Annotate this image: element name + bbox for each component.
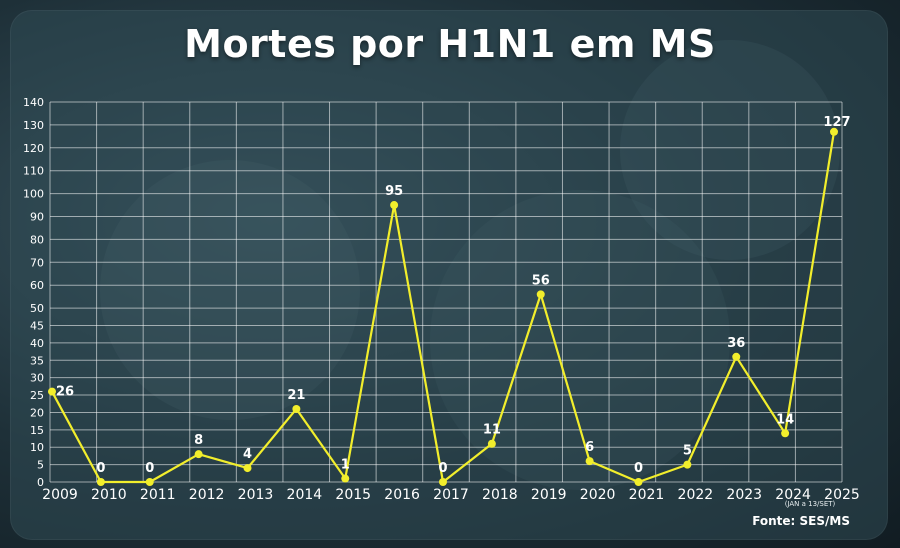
data-point: [243, 464, 252, 473]
x-tick-label: 2010: [91, 487, 127, 503]
x-axis-ticks: 2009 2010 2011 2012 2013 2014 2015 2016 2017 2018…: [42, 487, 860, 503]
x-tick-label: 2012: [189, 487, 225, 503]
x-axis-note: (JAN a 13/SET): [784, 500, 836, 508]
data-label: 0: [634, 461, 643, 476]
x-tick-label: 2009: [42, 487, 78, 503]
y-tick-label: 50: [30, 302, 44, 315]
data-label: 21: [287, 388, 305, 403]
x-tick-label: 2024: [775, 487, 811, 503]
x-tick-label: 2018: [482, 487, 518, 503]
data-point: [732, 352, 741, 361]
data-point: [194, 450, 203, 459]
y-tick-label: 80: [30, 233, 44, 246]
data-label: 0: [145, 461, 154, 476]
data-label: 26: [56, 385, 74, 400]
x-tick-label: 2014: [287, 487, 323, 503]
y-axis-ticks: 0 5 10 15 20 25 30 35 40 45 50 60 70 80 90 100 110 120 130…: [23, 96, 44, 489]
data-point: [390, 201, 399, 210]
data-label: 1: [341, 458, 350, 473]
x-tick-label: 2023: [726, 487, 762, 503]
y-tick-label: 0: [37, 476, 44, 489]
x-tick-label: 2019: [531, 487, 567, 503]
y-tick-label: 90: [30, 211, 44, 224]
data-point: [830, 127, 838, 136]
y-tick-label: 10: [30, 441, 44, 454]
x-tick-label: 2016: [384, 487, 420, 503]
data-label: 4: [243, 447, 252, 462]
y-tick-label: 45: [30, 319, 44, 332]
x-tick-label: 2013: [238, 487, 274, 503]
data-label: 36: [727, 336, 745, 351]
data-point: [536, 290, 545, 299]
data-point: [683, 460, 692, 469]
data-label: 56: [532, 273, 550, 288]
y-tick-label: 60: [30, 279, 44, 292]
y-tick-label: 5: [37, 459, 44, 472]
x-tick-label: 2022: [678, 487, 714, 503]
data-point: [145, 478, 154, 486]
data-point: [96, 478, 105, 486]
grid: [49, 101, 843, 483]
y-tick-label: 120: [23, 142, 44, 155]
data-point: [292, 404, 301, 413]
data-label: 0: [438, 461, 447, 476]
y-tick-label: 15: [30, 424, 44, 437]
data-label: 11: [483, 423, 501, 438]
data-label: 0: [96, 461, 105, 476]
data-point: [585, 457, 594, 466]
source-label: Fonte: SES/MS: [752, 514, 850, 528]
data-point: [781, 429, 790, 438]
data-point: [439, 478, 447, 486]
x-tick-label: 2025: [824, 487, 860, 503]
chart-title: Mortes por H1N1 em MS: [184, 22, 716, 66]
data-point: [634, 478, 643, 486]
data-labels: 26 0 0 8 4 21 1 95 0 11 56 6 0 5 36 14 127: [56, 115, 851, 476]
y-tick-label: 70: [30, 256, 44, 269]
y-tick-label: 140: [23, 96, 44, 109]
data-label: 8: [194, 433, 203, 448]
y-tick-label: 35: [30, 354, 44, 367]
y-tick-label: 20: [30, 406, 44, 419]
y-tick-label: 110: [23, 165, 44, 178]
data-point: [341, 474, 350, 483]
data-point: [487, 439, 496, 448]
data-points: [48, 127, 838, 486]
chart-card: [10, 10, 888, 540]
x-tick-label: 2021: [629, 487, 665, 503]
x-tick-label: 2020: [580, 487, 616, 503]
x-tick-label: 2011: [140, 487, 176, 503]
data-point: [48, 387, 56, 396]
y-tick-label: 30: [30, 372, 44, 385]
data-label: 14: [776, 412, 794, 427]
y-tick-label: 40: [30, 337, 44, 350]
data-label: 5: [683, 444, 692, 459]
y-tick-label: 25: [30, 389, 44, 402]
y-tick-label: 100: [23, 188, 44, 201]
data-label: 127: [823, 115, 850, 130]
y-tick-label: 130: [23, 119, 44, 132]
x-tick-label: 2015: [335, 487, 371, 503]
x-tick-label: 2017: [433, 487, 469, 503]
data-label: 95: [385, 184, 403, 199]
data-label: 6: [585, 440, 594, 455]
